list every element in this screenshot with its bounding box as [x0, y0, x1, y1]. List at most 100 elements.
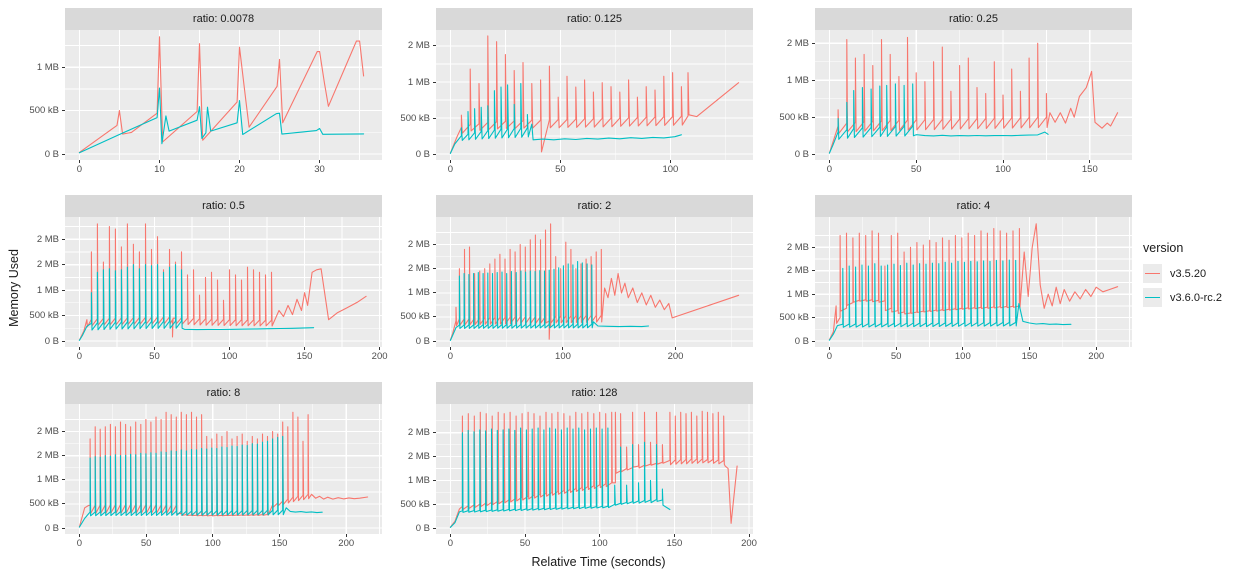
- legend-item: v3.6.0-rc.2: [1143, 288, 1222, 307]
- y-tick-mark: [433, 81, 436, 83]
- facet-panel: [436, 217, 753, 347]
- legend-key: [1143, 288, 1162, 307]
- facet-title: ratio: 128: [571, 387, 618, 399]
- facet-panel: [436, 30, 753, 160]
- x-tick-mark: [1002, 160, 1004, 163]
- y-tick-label: 500 kB: [29, 310, 59, 322]
- series-line-v3.5.20: [828, 36, 1119, 154]
- x-tick-mark: [895, 347, 897, 350]
- y-tick-mark: [433, 340, 436, 342]
- y-tick-label: 1 MB: [36, 284, 59, 296]
- facet-strip: ratio: 0.0078: [65, 8, 382, 30]
- y-tick-mark: [62, 431, 65, 433]
- y-tick-label: 2 MB: [407, 239, 430, 251]
- y-tick-label: 2 MB: [786, 241, 809, 253]
- x-tick-mark: [158, 160, 160, 163]
- x-tick-label: 100: [954, 351, 971, 362]
- series-line-v3.5.20: [828, 223, 1119, 341]
- x-tick-label: 200: [338, 538, 355, 549]
- y-tick-label: 0 B: [44, 335, 59, 347]
- facet-strip: ratio: 4: [815, 195, 1132, 217]
- y-tick-label: 0 B: [794, 335, 809, 347]
- y-tick-mark: [433, 503, 436, 505]
- facet-plot-area: [65, 30, 382, 160]
- series-line-v3.6.0-rc.2: [449, 260, 650, 341]
- facet-strip: ratio: 0.125: [436, 8, 753, 30]
- y-tick-mark: [62, 110, 65, 112]
- x-tick-mark: [304, 347, 306, 350]
- y-tick-label: 2 MB: [36, 426, 59, 438]
- y-tick-mark: [433, 527, 436, 529]
- x-tick-label: 50: [910, 164, 922, 175]
- y-tick-mark: [62, 479, 65, 481]
- y-tick-mark: [62, 527, 65, 529]
- x-tick-label: 0: [76, 351, 83, 362]
- facet-plot-area: [65, 404, 382, 534]
- legend: version v3.5.20 v3.6.0-rc.2: [1143, 241, 1222, 312]
- y-tick-mark: [812, 340, 815, 342]
- y-tick-mark: [433, 456, 436, 458]
- series-line-v3.5.20: [78, 411, 369, 528]
- x-tick-label: 50: [519, 538, 531, 549]
- x-tick-mark: [669, 160, 671, 163]
- y-tick-mark: [62, 503, 65, 505]
- x-tick-label: 50: [555, 164, 566, 175]
- x-tick-label: 0: [447, 164, 454, 175]
- y-tick-mark: [433, 316, 436, 318]
- x-tick-label: 100: [555, 351, 571, 362]
- facet-title: ratio: 0.25: [949, 13, 998, 25]
- y-tick-label: 2 MB: [407, 263, 430, 275]
- x-tick-mark: [915, 160, 917, 163]
- y-tick-mark: [62, 264, 65, 266]
- series-line-v3.6.0-rc.2: [78, 264, 315, 341]
- x-tick-mark: [828, 347, 830, 350]
- x-tick-mark: [962, 347, 964, 350]
- x-tick-mark: [153, 347, 155, 350]
- x-tick-mark: [562, 347, 564, 350]
- x-tick-label: 150: [1021, 351, 1038, 362]
- y-tick-label: 1 MB: [36, 61, 59, 73]
- series-line-v3.5.20: [449, 410, 738, 528]
- x-tick-mark: [78, 160, 80, 163]
- y-tick-label: 2 MB: [407, 40, 430, 52]
- x-tick-label: 20: [234, 164, 245, 175]
- y-tick-label: 500 kB: [779, 312, 809, 324]
- y-tick-label: 2 MB: [786, 37, 809, 49]
- legend-label: v3.5.20: [1170, 267, 1207, 280]
- facet-plot-area: [65, 217, 382, 347]
- x-tick-label: 200: [371, 351, 388, 362]
- y-tick-mark: [433, 292, 436, 294]
- y-tick-label: 500 kB: [400, 311, 430, 323]
- x-tick-mark: [78, 347, 80, 350]
- y-tick-label: 2 MB: [36, 450, 59, 462]
- x-tick-mark: [1095, 347, 1097, 350]
- x-tick-mark: [748, 534, 750, 537]
- facet-strip: ratio: 2: [436, 195, 753, 217]
- y-tick-mark: [812, 293, 815, 295]
- y-tick-label: 500 kB: [29, 498, 59, 510]
- series-line-v3.6.0-rc.2: [828, 83, 1049, 154]
- facet-panel: [815, 217, 1132, 347]
- legend-item: v3.5.20: [1143, 264, 1222, 283]
- y-tick-label: 2 MB: [786, 265, 809, 277]
- x-tick-label: 200: [667, 351, 684, 362]
- facet-plot-area: [436, 30, 753, 160]
- x-tick-mark: [675, 347, 677, 350]
- y-tick-mark: [433, 117, 436, 119]
- y-tick-mark: [812, 42, 815, 44]
- x-tick-label: 200: [741, 538, 757, 549]
- y-tick-mark: [812, 116, 815, 118]
- y-tick-label: 1 MB: [36, 474, 59, 486]
- x-tick-label: 50: [140, 538, 152, 549]
- facet-panel: [65, 30, 382, 160]
- x-tick-mark: [828, 160, 830, 163]
- x-tick-mark: [379, 347, 381, 350]
- x-tick-label: 30: [314, 164, 325, 175]
- facet-panel: [65, 404, 382, 534]
- y-tick-label: 0 B: [415, 522, 430, 534]
- series-line-v3.5.20: [449, 223, 740, 341]
- y-tick-mark: [433, 432, 436, 434]
- x-tick-label: 100: [995, 164, 1011, 175]
- y-tick-mark: [433, 244, 436, 246]
- y-tick-mark: [62, 315, 65, 317]
